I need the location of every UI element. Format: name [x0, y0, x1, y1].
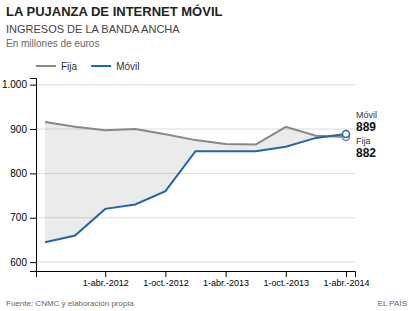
annotation: Fuente: CNMC y elaboración propia — [6, 299, 134, 308]
subtitle: En millones de euros — [6, 38, 99, 49]
title: LA PUJANZA DE INTERNET MÓVIL — [6, 4, 222, 19]
legend-item: Fija — [36, 61, 78, 72]
x-tick-label: 1-oct.-2013 — [264, 278, 310, 288]
subtitle: INGRESOS DE LA BANDA ANCHA — [6, 23, 180, 35]
x-tick: 1-abr.-2014 — [323, 271, 369, 288]
legend: Fija Móvil — [36, 61, 139, 72]
y-tick-label: 1.000 — [2, 79, 27, 90]
x-tick-mark — [165, 271, 166, 277]
legend-swatch — [91, 65, 111, 67]
end-label-value: 882 — [356, 146, 376, 160]
plot: 6007008009001.0001-abr.-20121-oct.-20121… — [2, 61, 377, 289]
legend-item: Móvil — [91, 61, 139, 72]
y-tick-mark — [30, 173, 36, 174]
y-tick-mark — [30, 85, 36, 86]
fill-between — [45, 122, 346, 242]
x-tick-label: 1-oct.-2012 — [143, 278, 189, 288]
x-axis-line — [37, 272, 356, 278]
x-tick: 1-oct.-2012 — [143, 271, 189, 288]
end-label-name: Móvil — [356, 110, 377, 120]
grid-line — [36, 84, 355, 85]
x-tick-mark — [286, 271, 287, 277]
x-axis: 1-abr.-2012 1-oct.-2012 1-abr.-2013 1-oct.-… — [37, 271, 370, 288]
x-tick: 1-abr.-2012 — [83, 271, 129, 288]
grid-line — [36, 262, 355, 263]
y-tick: 800 — [10, 168, 36, 179]
marks — [45, 122, 349, 242]
end-label-value: 889 — [356, 120, 376, 134]
y-tick-label: 900 — [10, 124, 27, 135]
end-marker — [342, 130, 349, 137]
y-tick: 700 — [10, 212, 36, 223]
y-tick-label: 800 — [10, 168, 27, 179]
grid — [36, 85, 355, 262]
y-tick: 900 — [10, 124, 36, 135]
y-tick-mark — [30, 218, 36, 219]
end-labels: Móvil889 Fija882 — [356, 110, 377, 160]
chart-root: LA PUJANZA DE INTERNET MÓVIL INGRESOS DE … — [0, 0, 413, 311]
x-tick-mark — [105, 271, 106, 277]
x-tick-label: 1-abr.-2012 — [83, 278, 129, 288]
x-tick-label: 1-abr.-2014 — [323, 278, 369, 288]
y-tick-mark — [30, 129, 36, 130]
y-tick: 1.000 — [2, 79, 36, 90]
legend-label: Móvil — [116, 61, 139, 72]
x-tick: 1-oct.-2013 — [264, 271, 310, 288]
legend-label: Fija — [61, 61, 78, 72]
x-tick-mark — [346, 271, 347, 277]
series-line — [45, 122, 346, 145]
annotation: EL PAÍS — [378, 299, 407, 308]
legend-swatch — [36, 65, 56, 67]
x-tick-mark — [226, 271, 227, 277]
y-axis-line — [30, 79, 37, 272]
end-label-name: Fija — [356, 136, 371, 146]
x-tick-label: 1-abr.-2013 — [203, 278, 249, 288]
y-tick: 600 — [10, 257, 36, 268]
y-tick-label: 700 — [10, 212, 27, 223]
y-tick-label: 600 — [10, 257, 27, 268]
series-line — [45, 134, 346, 242]
y-tick-mark — [30, 262, 36, 263]
x-tick: 1-abr.-2013 — [203, 271, 249, 288]
y-axis: 600 700 800 900 1.000 — [2, 79, 37, 272]
